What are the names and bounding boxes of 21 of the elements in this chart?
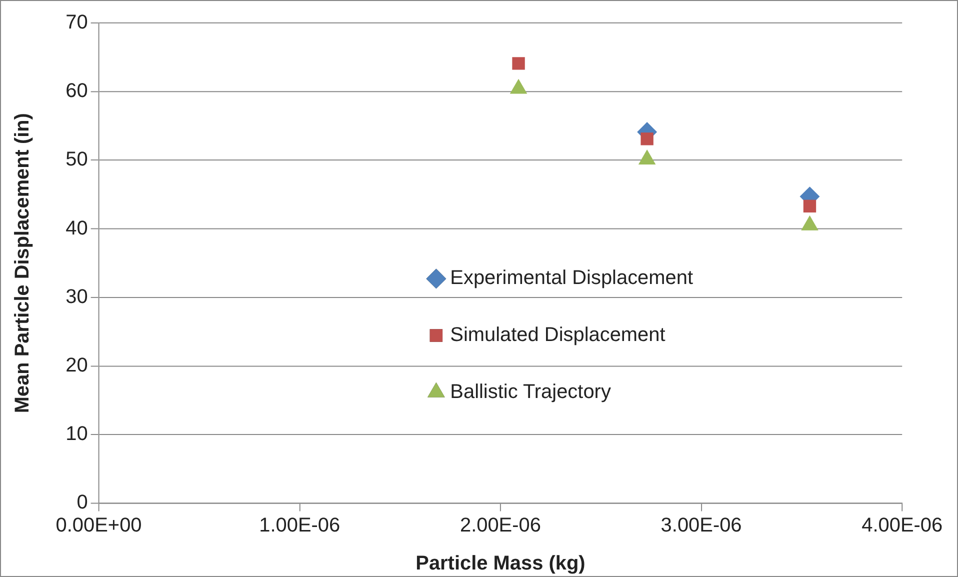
x-tick-label: 0.00E+00 xyxy=(56,514,142,537)
y-axis-title: Mean Particle Displacement (in) xyxy=(11,113,34,414)
x-tick-label: 4.00E-06 xyxy=(862,514,943,537)
legend-label: Simulated Displacement xyxy=(450,324,666,346)
x-tick-label: 3.00E-06 xyxy=(660,514,742,537)
point xyxy=(512,57,525,70)
x-tick-label: 1.00E-06 xyxy=(259,514,340,537)
y-tick-label: 70 xyxy=(66,11,88,34)
y-tick-label: 20 xyxy=(66,354,88,377)
x-tick-label: 2.00E-06 xyxy=(460,514,541,537)
legend-label: Experimental Displacement xyxy=(450,267,694,290)
y-tick-label: 40 xyxy=(66,217,88,240)
y-tick-label: 50 xyxy=(66,148,88,171)
y-tick-label: 30 xyxy=(66,286,88,308)
y-tick-label: 10 xyxy=(66,423,88,446)
point xyxy=(803,200,816,212)
y-tick-label: 60 xyxy=(66,80,88,102)
x-axis-title: Particle Mass (kg) xyxy=(416,552,586,575)
legend-label: Ballistic Trajectory xyxy=(450,380,611,403)
y-tick-label: 0 xyxy=(76,492,88,514)
point xyxy=(640,132,654,146)
